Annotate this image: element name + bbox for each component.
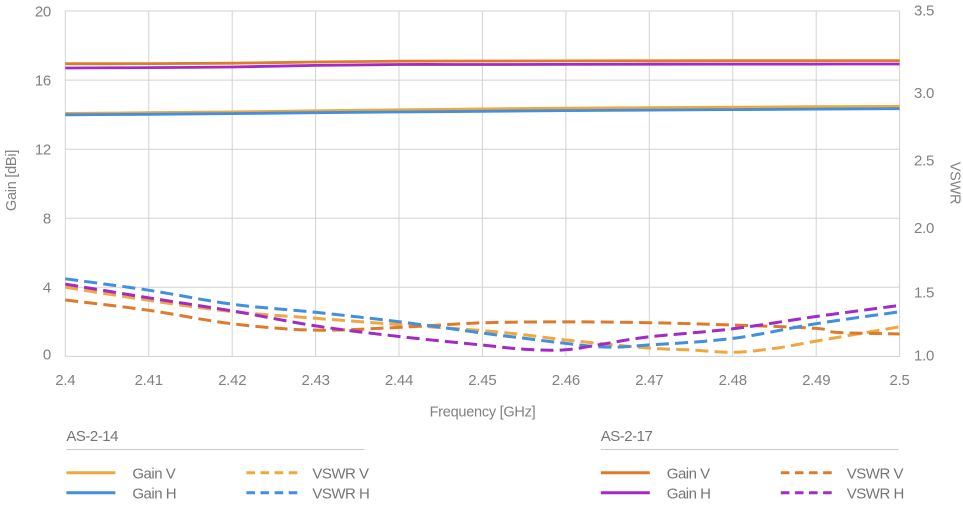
svg-text:4: 4: [43, 280, 51, 297]
svg-text:AS-2-14: AS-2-14: [66, 428, 118, 445]
svg-text:16: 16: [35, 72, 51, 89]
svg-text:2.48: 2.48: [719, 372, 747, 389]
svg-text:8: 8: [43, 211, 51, 228]
svg-text:20: 20: [35, 3, 51, 20]
svg-text:2.42: 2.42: [218, 372, 246, 389]
svg-text:Gain H: Gain H: [132, 485, 176, 502]
svg-text:Gain [dBi]: Gain [dBi]: [4, 150, 20, 211]
svg-text:2.43: 2.43: [301, 372, 329, 389]
svg-text:2.0: 2.0: [914, 220, 934, 237]
svg-text:2.46: 2.46: [552, 372, 580, 389]
svg-text:VSWR: VSWR: [947, 162, 963, 205]
svg-text:2.41: 2.41: [135, 372, 163, 389]
svg-text:0: 0: [43, 347, 51, 364]
svg-text:Frequency [GHz]: Frequency [GHz]: [430, 405, 536, 421]
svg-text:12: 12: [35, 142, 51, 159]
svg-text:AS-2-17: AS-2-17: [601, 428, 653, 445]
svg-text:VSWR V: VSWR V: [847, 465, 904, 482]
svg-text:Gain V: Gain V: [667, 465, 710, 482]
svg-text:2.45: 2.45: [468, 372, 496, 389]
svg-text:2.44: 2.44: [385, 372, 413, 389]
svg-text:2.5: 2.5: [890, 372, 910, 389]
svg-text:3.0: 3.0: [914, 85, 934, 102]
svg-text:2.5: 2.5: [914, 153, 934, 170]
svg-text:Gain H: Gain H: [667, 485, 711, 502]
svg-text:VSWR V: VSWR V: [312, 465, 369, 482]
svg-text:2.47: 2.47: [635, 372, 663, 389]
svg-text:1.5: 1.5: [914, 284, 934, 301]
svg-text:1.0: 1.0: [914, 347, 934, 364]
svg-text:2.49: 2.49: [802, 372, 830, 389]
svg-text:3.5: 3.5: [914, 3, 934, 20]
svg-text:Gain V: Gain V: [132, 465, 175, 482]
svg-text:VSWR H: VSWR H: [312, 485, 369, 502]
svg-text:2.4: 2.4: [55, 372, 75, 389]
svg-text:VSWR H: VSWR H: [847, 485, 904, 502]
